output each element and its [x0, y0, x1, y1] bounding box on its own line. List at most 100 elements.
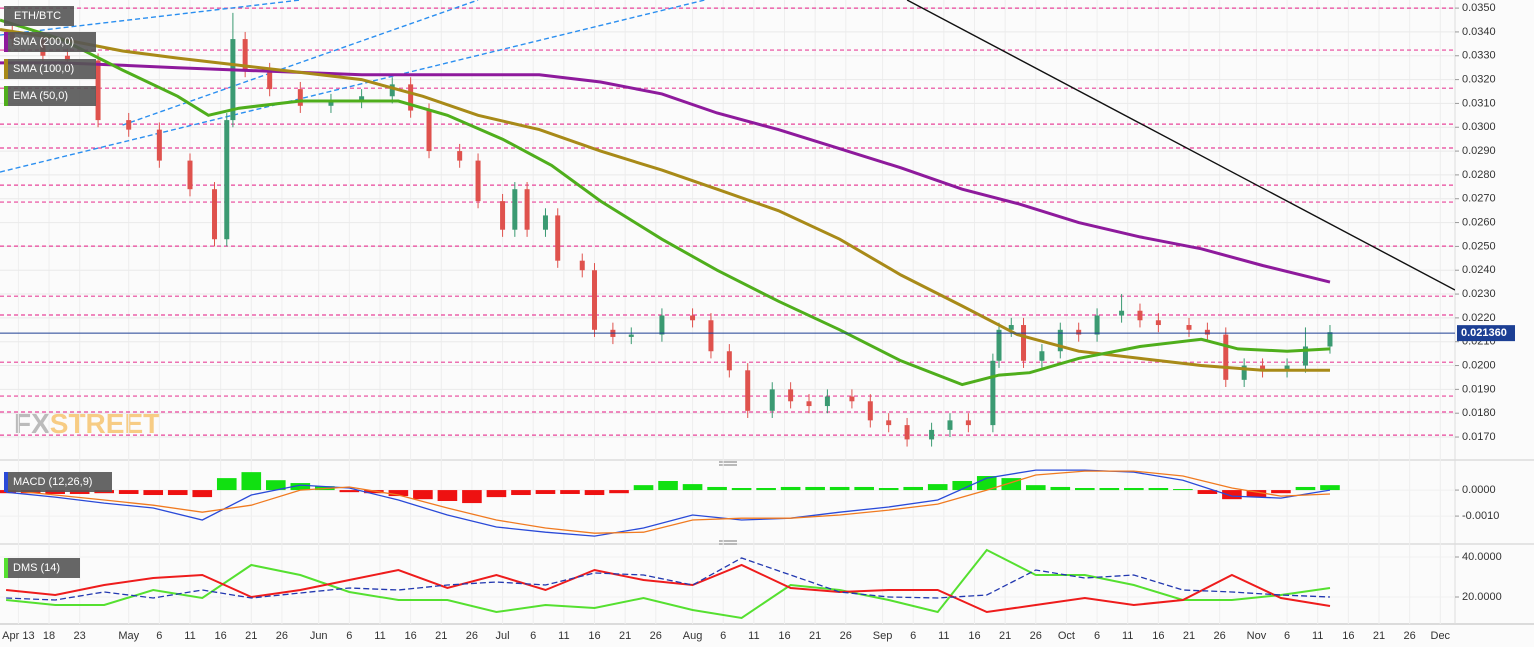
histogram-bar [216, 478, 237, 491]
legend-label: SMA (200,0) [13, 36, 74, 48]
histogram-bar [388, 490, 409, 497]
x-tick-label: Nov [1247, 630, 1267, 642]
x-tick-label: 6 [910, 630, 916, 642]
candle-body [156, 129, 162, 161]
y-tick-label: 0.0190 [1462, 383, 1496, 395]
symbol-box [4, 6, 74, 26]
legend-label: EMA (50,0) [13, 90, 68, 102]
x-tick-label: 16 [778, 630, 790, 642]
candle-body [965, 420, 971, 426]
histogram-bar [486, 490, 507, 498]
x-tick-label: 16 [968, 630, 980, 642]
x-tick-label: May [118, 630, 139, 642]
histogram-bar [118, 490, 139, 494]
candle-body [904, 425, 910, 440]
y-tick-label: 0.0180 [1462, 407, 1496, 419]
candle-body [408, 84, 414, 111]
candle-body [1057, 329, 1063, 352]
candle-body [1327, 332, 1333, 347]
candle-body [579, 260, 585, 271]
candle-body [659, 315, 665, 335]
candle-body [1260, 365, 1266, 371]
candle-body [708, 320, 714, 352]
x-tick-label: Sep [873, 630, 893, 642]
candle-body [769, 389, 775, 411]
x-tick-label: 21 [1183, 630, 1195, 642]
histogram-bar [780, 486, 801, 491]
x-tick-label: 26 [1030, 630, 1042, 642]
x-tick-label: 11 [1122, 630, 1133, 642]
candle-body [824, 396, 830, 407]
y-tick-label: 40.0000 [1462, 551, 1502, 563]
last-price-box [1457, 325, 1515, 342]
legend-box [4, 86, 96, 106]
x-tick-label: Dec [1431, 630, 1451, 642]
plot-layer [0, 0, 1455, 624]
histogram-bar [1222, 490, 1242, 500]
x-tick-label: Oct [1058, 630, 1075, 642]
y-tick-label: 0.0320 [1462, 73, 1496, 85]
histogram-bar [878, 488, 899, 491]
x-tick-label: 26 [466, 630, 478, 642]
candle-body [1302, 346, 1308, 366]
panel-title-swatch [4, 472, 8, 492]
x-tick-label: 26 [840, 630, 852, 642]
y-tick-label: 0.0340 [1462, 26, 1496, 38]
candle-body [126, 120, 132, 130]
x-tick-label: Aug [683, 630, 703, 642]
candle-body [359, 96, 365, 102]
x-tick-label: 11 [558, 630, 569, 642]
x-tick-label: 6 [1284, 630, 1290, 642]
candle-body [1021, 325, 1027, 361]
candle-body [1155, 320, 1161, 326]
candle-body [1223, 334, 1229, 380]
histogram-bar [241, 472, 262, 491]
candle-body [1137, 310, 1143, 321]
y-tick-label: 0.0260 [1462, 216, 1496, 228]
y-tick-label: -0.0010 [1462, 510, 1499, 522]
drag-handle[interactable] [719, 540, 737, 545]
histogram-bar [167, 490, 188, 496]
candle-body [457, 151, 463, 161]
x-tick-label: 16 [1342, 630, 1354, 642]
candle-body [328, 101, 334, 106]
candle-body [1039, 351, 1045, 361]
candle-body [1284, 365, 1290, 371]
indicator-line [0, 18, 1331, 387]
x-tick-label: 21 [809, 630, 821, 642]
candle-body [524, 189, 530, 230]
histogram-bar [927, 484, 948, 491]
candle-body [542, 215, 548, 230]
y-tick-label: 0.0240 [1462, 264, 1496, 276]
candle-body [990, 360, 996, 426]
candle-body [745, 370, 751, 411]
candle-body [389, 84, 395, 97]
histogram-bar [1099, 488, 1120, 491]
histogram-bar [1025, 485, 1046, 491]
candle-body [592, 270, 598, 330]
y-tick-label: 0.0330 [1462, 50, 1496, 62]
x-tick-label: 6 [530, 630, 536, 642]
candle-body [806, 401, 812, 407]
histogram-bar [1271, 490, 1291, 494]
trend-line [122, 0, 479, 126]
y-tick-label: 0.0300 [1462, 121, 1496, 133]
x-tick-label: 6 [720, 630, 726, 642]
histogram-bar [805, 486, 825, 491]
y-tick-label: 0.0220 [1462, 312, 1496, 324]
drag-handle[interactable] [719, 461, 737, 466]
histogram-bar [511, 490, 531, 496]
histogram-bar [952, 480, 973, 491]
x-tick-label: 11 [374, 630, 385, 642]
y-tick-label: 0.0280 [1462, 169, 1496, 181]
candle-body [1076, 329, 1082, 335]
legend-box [4, 59, 96, 79]
x-tick-label: 18 [43, 630, 55, 642]
symbol-label: ETH/BTC [14, 10, 61, 22]
y-tick-label: 0.0230 [1462, 288, 1496, 300]
candle-body [996, 329, 1002, 361]
x-tick-label: 6 [1094, 630, 1100, 642]
candle-body [690, 315, 696, 321]
